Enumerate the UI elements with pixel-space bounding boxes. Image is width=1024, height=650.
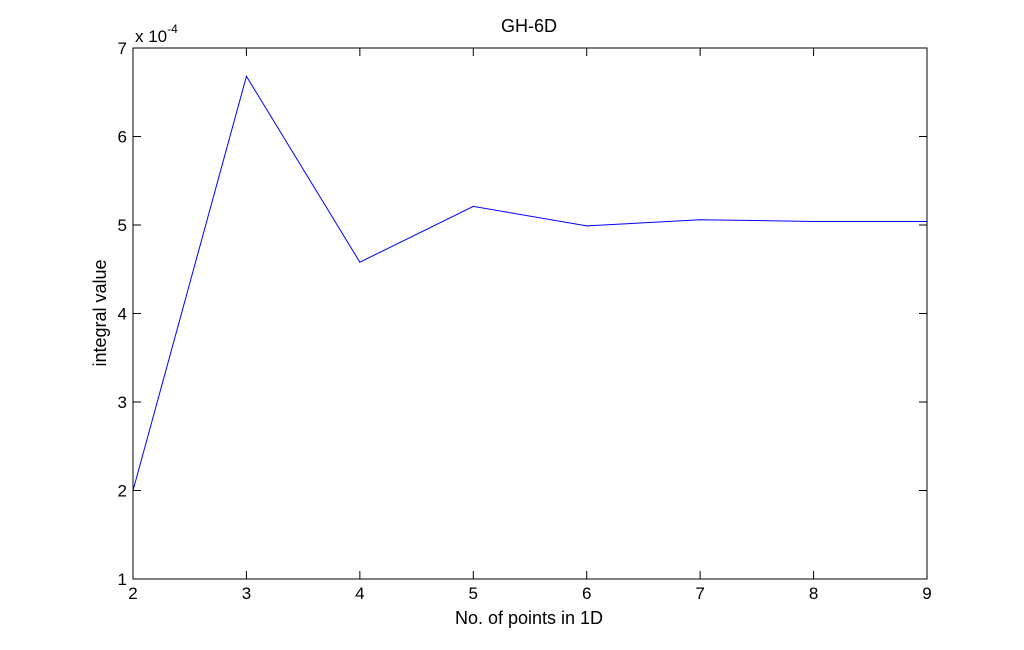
- x-tick-label: 3: [242, 584, 251, 603]
- data-point: [699, 219, 701, 221]
- y-tick-label: 2: [118, 482, 127, 501]
- y-axis-multiplier-base: x 10: [135, 27, 167, 46]
- x-tick-label: 5: [469, 584, 478, 603]
- plot-area: [133, 48, 927, 579]
- data-point: [812, 220, 815, 223]
- chart-title: GH-6D: [501, 16, 557, 36]
- y-tick-label: 6: [118, 128, 127, 147]
- y-tick-label: 5: [118, 216, 127, 235]
- x-tick-label: 2: [128, 584, 137, 603]
- series-line-0: [132, 75, 927, 491]
- y-axis-multiplier-exponent: -4: [167, 22, 178, 36]
- y-axis-multiplier: x 10-4: [135, 22, 178, 46]
- plot-frame: [132, 47, 928, 580]
- y-axis-label: integral value: [90, 259, 110, 366]
- x-tick-label: 8: [809, 584, 818, 603]
- data-point: [472, 205, 474, 208]
- x-tick-label: 6: [582, 584, 591, 603]
- y-tick-label: 7: [118, 39, 127, 58]
- data-point: [245, 75, 248, 77]
- y-tick-label: 1: [118, 570, 127, 589]
- y-tick-label: 4: [118, 305, 127, 324]
- y-tick-label: 3: [118, 393, 127, 412]
- x-axis-label: No. of points in 1D: [455, 608, 603, 628]
- x-tick-label: 9: [922, 584, 931, 603]
- x-tick-label: 7: [695, 584, 704, 603]
- data-point: [586, 225, 588, 227]
- x-tick-label: 4: [355, 584, 364, 603]
- data-point: [359, 261, 361, 263]
